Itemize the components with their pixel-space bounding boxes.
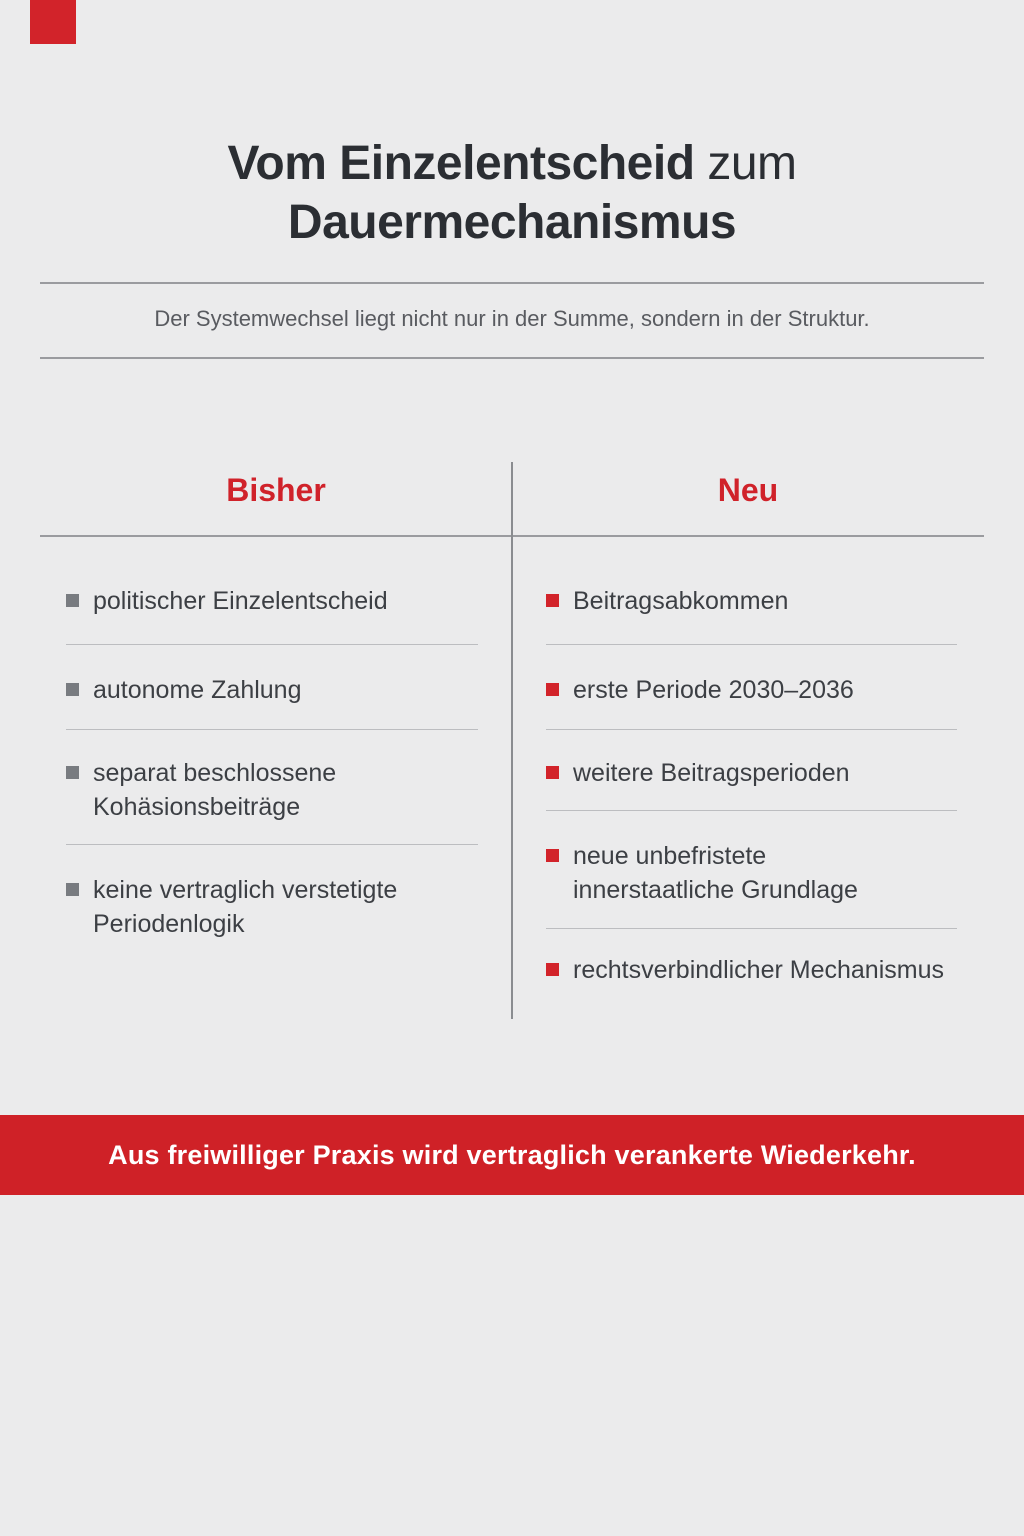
bullet-square-icon: [66, 883, 79, 896]
list-item: separat beschlossene Kohäsionsbeiträge: [66, 730, 478, 845]
list-item-text: politischer Einzelentscheid: [93, 587, 388, 615]
list-item: neue unbefristete innerstaatliche Grundl…: [546, 811, 957, 929]
bullet-square-icon: [66, 683, 79, 696]
bullet-square-icon: [546, 683, 559, 696]
list-item-text: neue unbefristete innerstaatliche Grundl…: [573, 842, 858, 904]
list-item-text: separat beschlossene Kohäsionsbeiträge: [93, 759, 337, 821]
page-title-line2: Dauermechanismus: [287, 196, 737, 249]
bullet-square-icon: [546, 963, 559, 976]
column-header-neu: Neu: [717, 472, 779, 508]
list-item-text: weitere Beitragsperioden: [573, 759, 850, 787]
list-item-text: autonome Zahlung: [93, 676, 302, 704]
page-title-line1-strong: Vom Einzelentscheid: [227, 137, 695, 190]
bullet-square-icon: [66, 594, 79, 607]
column-vertical-divider: [511, 462, 513, 1019]
page-title: Vom Einzelentscheid zum Dauermechanismus: [0, 134, 1024, 252]
list-item-text: rechtsverbindlicher Mechanismus: [573, 956, 944, 984]
bullet-square-icon: [546, 594, 559, 607]
column-header-bisher: Bisher: [226, 472, 326, 508]
subtitle-text: Der Systemwechsel liegt nicht nur in der…: [154, 306, 870, 331]
list-item: autonome Zahlung: [66, 645, 478, 730]
list-item: keine vertraglich verstetigte Periodenlo…: [66, 845, 478, 941]
bullet-square-icon: [66, 766, 79, 779]
list-item: politischer Einzelentscheid: [66, 560, 478, 645]
list-item-text: erste Periode 2030–2036: [573, 676, 854, 704]
subtitle-divider-top: [40, 282, 984, 284]
list-item-text: Beitragsabkommen: [573, 587, 789, 615]
bullet-square-icon: [546, 849, 559, 862]
page-title-line1-light: zum: [694, 137, 797, 190]
conclusion-banner: Aus freiwilliger Praxis wird vertraglich…: [0, 1115, 1024, 1195]
subtitle-divider-bottom: [40, 357, 984, 359]
neu-list: Beitragsabkommen erste Periode 2030–2036 w…: [546, 560, 957, 987]
bullet-square-icon: [546, 766, 559, 779]
red-corner-accent-icon: [30, 0, 76, 44]
list-item: weitere Beitragsperioden: [546, 730, 957, 811]
list-item: erste Periode 2030–2036: [546, 645, 957, 730]
list-item: Beitragsabkommen: [546, 560, 957, 645]
bisher-list: politischer Einzelentscheid autonome Zahl…: [66, 560, 478, 941]
list-item: rechtsverbindlicher Mechanismus: [546, 929, 957, 987]
conclusion-banner-text: Aus freiwilliger Praxis wird vertraglich…: [108, 1139, 916, 1170]
list-item-text: keine vertraglich verstetigte Periodenlo…: [93, 876, 398, 938]
